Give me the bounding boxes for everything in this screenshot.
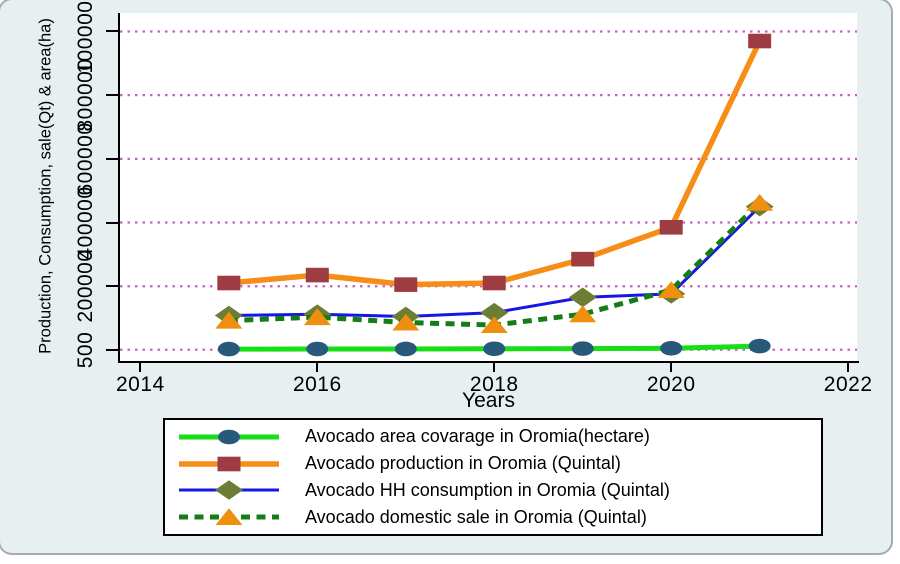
legend-label: Avocado HH consumption in Oromia (Quinta…: [305, 479, 670, 500]
legend-row-domestic-sale: Avocado domestic sale in Oromia (Quintal…: [177, 504, 821, 530]
x-tick: [139, 363, 142, 372]
circle-marker: [748, 338, 771, 354]
legend-sample-circle-icon: [179, 429, 279, 445]
plot-area: [120, 13, 857, 362]
y-axis-title: Production, Consumption, sale(Qt) & area…: [36, 18, 55, 354]
legend-row-hh-consumption: Avocado HH consumption in Oromia (Quinta…: [177, 477, 821, 503]
triangle-marker: [480, 316, 508, 334]
legend-sample-triangle-icon: [179, 508, 279, 526]
legend-label: Avocado area covarage in Oromia(hectare): [305, 426, 650, 447]
x-tick-label: 2016: [292, 373, 342, 396]
chart-canvas: 500 200000 400000 600000 800000 1000000 2014 2…: [0, 0, 893, 555]
x-tick-label: 2020: [646, 373, 696, 396]
square-marker: [217, 275, 241, 291]
y-tick: [106, 221, 119, 224]
triangle-marker: [215, 508, 243, 526]
triangle-marker: [215, 311, 243, 329]
square-marker: [659, 220, 683, 235]
circle-marker: [571, 341, 594, 356]
y-tick-label: 200000: [74, 249, 97, 323]
diamond-marker: [215, 480, 243, 501]
y-tick-label: 600000: [74, 122, 97, 196]
legend-label: Avocado domestic sale in Oromia (Quintal…: [305, 506, 647, 527]
y-tick: [106, 157, 119, 160]
square-marker: [394, 277, 418, 292]
square-marker: [571, 251, 595, 267]
triangle-marker: [392, 313, 420, 331]
y-tick: [106, 348, 119, 351]
x-tick-label: 2014: [115, 373, 165, 396]
triangle-marker: [746, 193, 774, 211]
circle-marker: [394, 341, 417, 357]
diamond-marker: [568, 287, 597, 308]
series-line-production: [228, 39, 763, 288]
triangle-marker: [657, 281, 685, 299]
x-axis-line: [118, 361, 859, 363]
legend-sample-diamond-icon: [179, 480, 279, 501]
square-marker: [305, 267, 329, 283]
legend-row-production: Avocado production in Oromia (Quintal): [177, 451, 821, 477]
circle-marker: [660, 341, 683, 356]
triangle-marker: [303, 308, 331, 326]
x-tick-label: 2018: [469, 373, 519, 396]
y-tick: [106, 285, 119, 288]
y-axis-line: [118, 13, 120, 363]
circle-marker: [306, 341, 329, 357]
y-tick-label: 1000000: [74, 0, 97, 75]
diamond-marker: [480, 302, 509, 323]
legend-label: Avocado production in Oromia (Quintal): [305, 453, 621, 474]
circle-marker: [483, 341, 506, 357]
y-tick-label: 400000: [74, 185, 97, 260]
square-marker: [217, 456, 241, 471]
square-marker: [748, 33, 772, 49]
x-tick: [316, 363, 319, 372]
x-tick-label: 2022: [823, 373, 873, 396]
legend-row-area-coverage: Avocado area covarage in Oromia(hectare): [177, 424, 821, 450]
y-tick: [106, 94, 119, 97]
triangle-marker: [569, 305, 597, 323]
circle-marker: [217, 341, 240, 357]
circle-marker: [218, 429, 240, 445]
chart-plot: [120, 30, 857, 357]
x-tick: [670, 363, 673, 372]
square-marker: [482, 275, 506, 291]
y-tick-label: 500: [74, 331, 97, 369]
y-tick: [106, 30, 119, 33]
x-axis-title: Years: [462, 389, 515, 412]
legend: Avocado area covarage in Oromia(hectare)…: [163, 418, 823, 536]
x-tick: [493, 363, 496, 372]
legend-sample-square-icon: [179, 456, 279, 471]
x-tick: [847, 363, 850, 372]
